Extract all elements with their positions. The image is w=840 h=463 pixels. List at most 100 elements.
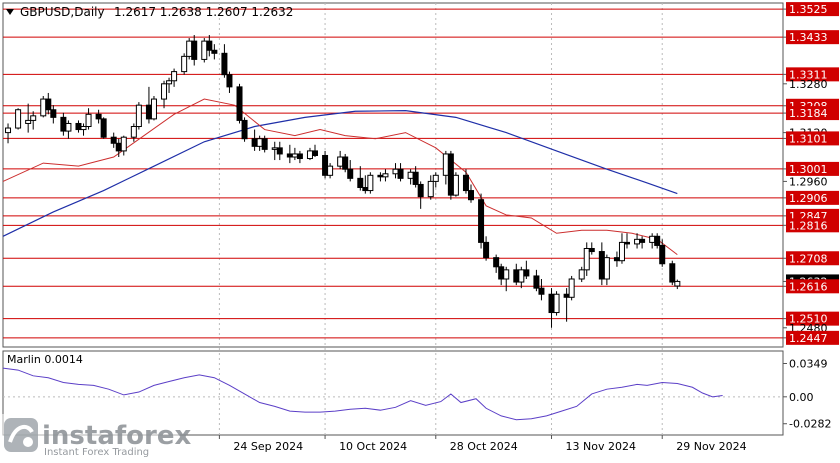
candle-body-down (538, 287, 545, 295)
candle-body-up (442, 153, 449, 176)
candle (221, 44, 228, 78)
time-tick-label: 29 Nov 2024 (676, 440, 746, 453)
candle-body-up (603, 257, 610, 280)
candle-body-down (513, 269, 520, 283)
candle (417, 181, 424, 209)
candle (578, 266, 585, 283)
candle-body-down (206, 40, 213, 51)
candle (150, 96, 157, 121)
candle-body-up (161, 83, 168, 100)
candle (120, 135, 127, 156)
candle (191, 35, 198, 66)
candle-body-up (367, 174, 374, 192)
candle (347, 160, 354, 182)
price-tick-label: 1.2447 (789, 332, 828, 345)
price-tick-label: 1.2816 (789, 219, 828, 232)
candle-body-up (649, 235, 656, 243)
candle (618, 233, 625, 264)
moving-averages (2, 98, 678, 255)
candle-body-down (613, 257, 620, 262)
candle-body-up (382, 173, 389, 178)
price-level-tag (786, 190, 839, 205)
candle-body-up (40, 98, 47, 117)
candle (261, 135, 268, 153)
candle-body-down (251, 138, 258, 147)
moving-average-fast (2, 98, 678, 255)
candle (135, 102, 142, 130)
candle-body-up (186, 40, 193, 57)
triangle-down-icon[interactable] (6, 9, 14, 15)
main-panel[interactable] (2, 2, 784, 348)
candle-body-down (478, 199, 485, 243)
candle-body-up (171, 71, 178, 82)
candle-body-up (25, 119, 32, 124)
candle-body-up (150, 98, 157, 120)
candle-body-up (583, 247, 590, 271)
price-tick-label: 1.3184 (789, 107, 828, 120)
candle-body-down (357, 177, 364, 189)
price-level-tag (786, 251, 839, 266)
candle (327, 163, 334, 179)
price-level-tag (786, 67, 839, 82)
candle (533, 269, 540, 292)
vertical-grid (218, 3, 663, 435)
candle-body-down (236, 86, 243, 121)
candle (452, 172, 459, 197)
candle (206, 35, 213, 57)
candle (553, 291, 560, 316)
price-tick-label: 1.2960 (789, 175, 828, 188)
candle-body-down (417, 183, 424, 198)
candle (211, 44, 218, 60)
watermark-tagline: Instant Forex Trading (44, 447, 149, 458)
candle (186, 38, 193, 60)
candle (85, 108, 92, 130)
time-axis: 24 Sep 2024 10 Oct 2024 28 Oct 2024 13 Nov … (218, 435, 747, 453)
candle-body-up (568, 278, 575, 298)
price-tick-label: 1.3280 (789, 78, 828, 91)
candle (432, 172, 439, 188)
candle (181, 53, 188, 75)
candle (236, 83, 243, 124)
candle (342, 153, 349, 173)
candle-body-down (624, 241, 630, 245)
price-tick-label: 1.2708 (789, 252, 828, 265)
candle-body-down (588, 247, 595, 253)
candle-body-down (654, 235, 661, 246)
oscillator (2, 367, 783, 421)
candle-body-up (432, 174, 439, 182)
candle-body-up (130, 126, 137, 138)
candle (130, 123, 137, 142)
candle (296, 150, 303, 164)
candle (427, 175, 434, 200)
candle (654, 233, 661, 249)
candle-body-up (306, 150, 313, 160)
symbol-label: GBPUSD,Daily (20, 5, 105, 19)
candle-body-down (598, 251, 605, 280)
candle-body-down (276, 147, 283, 155)
price-level-tag (786, 106, 839, 121)
price-level-tag (786, 279, 839, 294)
price-tick-label: 1.3525 (789, 3, 828, 16)
candle (171, 68, 178, 87)
candle (462, 169, 469, 194)
candle-body-down (75, 122, 82, 131)
candle-body-up (15, 109, 22, 129)
candle-body-down (412, 171, 419, 185)
candle (503, 266, 510, 292)
candle-body-up (80, 126, 87, 131)
time-tick-label: 10 Oct 2024 (339, 440, 407, 453)
horizontal-levels (3, 8, 783, 339)
candle (483, 236, 490, 261)
candle (447, 150, 454, 200)
price-axis[interactable]: 1.35251.34331.33111.32801.32081.31841.31… (783, 2, 839, 345)
candle-body-up (634, 238, 641, 245)
candle (226, 71, 233, 93)
candle-body-down (347, 168, 354, 179)
candle-body-down (523, 269, 530, 277)
price-level-tag (786, 311, 839, 326)
candle (568, 275, 575, 301)
candle (65, 120, 72, 139)
candle (639, 236, 646, 249)
